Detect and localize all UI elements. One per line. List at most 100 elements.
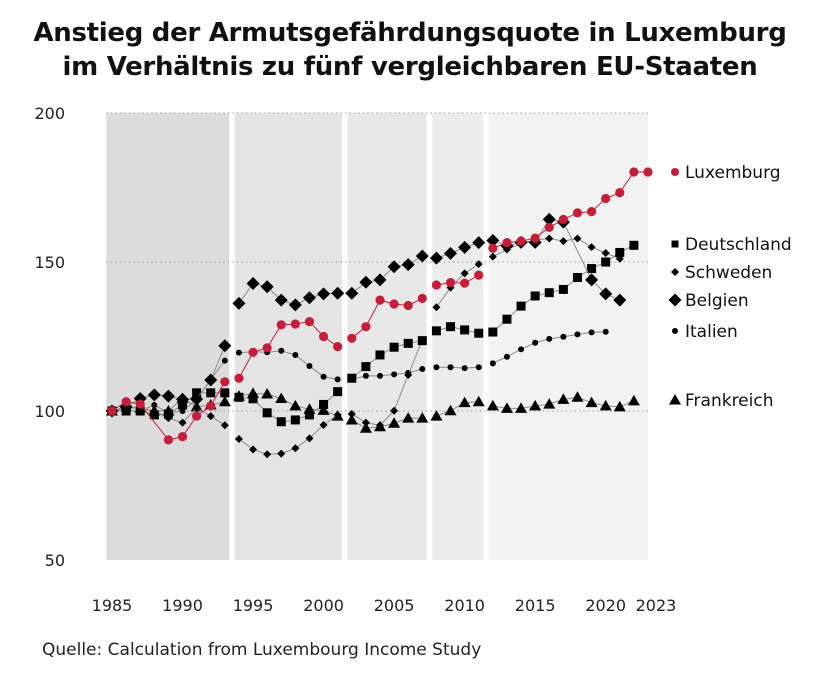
series-line	[436, 366, 479, 369]
data-point	[333, 410, 342, 419]
data-point	[458, 240, 472, 254]
data-point	[613, 293, 627, 307]
data-point	[472, 236, 486, 250]
data-point	[627, 394, 640, 406]
data-point	[571, 391, 584, 402]
chart-title-line-1: Anstieg der Armutsgefährdungsquote in Lu…	[33, 18, 787, 48]
legend-marker-frankreich	[669, 394, 681, 405]
x-tick-label: 2000	[303, 596, 344, 615]
data-point	[387, 260, 401, 274]
data-point	[404, 370, 413, 379]
data-point	[458, 396, 471, 408]
x-tick-label: 1985	[92, 596, 133, 615]
data-point	[546, 335, 553, 342]
x-tick-label: 2023	[636, 596, 677, 615]
data-point	[373, 273, 387, 287]
data-point	[599, 399, 612, 411]
data-point	[516, 301, 526, 311]
data-point	[486, 399, 499, 411]
period-band	[488, 113, 648, 560]
data-point	[107, 406, 117, 416]
data-point	[218, 395, 231, 407]
data-point	[486, 234, 500, 248]
data-point	[429, 251, 443, 265]
data-point	[419, 365, 426, 372]
data-point	[488, 243, 498, 253]
data-point	[319, 399, 329, 409]
data-point	[288, 298, 302, 312]
data-point	[234, 435, 243, 444]
data-point	[503, 353, 510, 360]
data-point	[221, 357, 228, 364]
data-point	[615, 254, 624, 263]
data-point	[573, 234, 582, 243]
data-point	[163, 409, 173, 419]
data-point	[291, 444, 300, 453]
data-point	[475, 364, 482, 371]
y-tick-label: 200	[34, 104, 65, 123]
data-point	[430, 410, 443, 421]
data-point	[345, 286, 359, 300]
x-tick-label: 2010	[444, 596, 485, 615]
data-point	[248, 347, 258, 357]
series-line	[436, 274, 479, 286]
data-point	[362, 372, 369, 379]
data-point	[460, 278, 470, 288]
data-point	[489, 360, 496, 367]
data-point	[234, 373, 244, 383]
legend-label-schweden: Schweden	[685, 263, 772, 283]
data-point	[248, 394, 258, 404]
data-point	[460, 325, 470, 335]
data-point	[401, 258, 415, 272]
data-point	[474, 270, 484, 280]
x-tick-label: 2020	[585, 596, 626, 615]
data-point	[446, 322, 456, 332]
series-line	[436, 242, 479, 259]
data-point	[274, 293, 288, 307]
data-point	[557, 393, 570, 404]
data-point	[643, 167, 653, 177]
data-point	[361, 322, 371, 332]
data-point	[530, 233, 540, 243]
x-tick-label: 1995	[233, 596, 274, 615]
data-point	[276, 417, 286, 427]
data-point	[587, 243, 596, 252]
data-point	[417, 336, 427, 346]
data-point	[601, 257, 611, 267]
data-point	[375, 421, 384, 430]
data-point	[615, 187, 625, 198]
data-point	[376, 372, 383, 379]
data-point	[559, 237, 568, 246]
data-point	[433, 364, 440, 371]
data-point	[206, 388, 216, 398]
data-point	[530, 291, 540, 301]
data-point	[235, 349, 242, 356]
data-point	[558, 284, 568, 294]
data-point	[545, 234, 554, 243]
chart-title-line-2: im Verhältnis zu fünf vergleichbaren EU-…	[62, 52, 758, 82]
data-point	[177, 432, 188, 442]
data-point	[474, 328, 484, 338]
data-point	[306, 363, 313, 370]
data-point	[218, 339, 232, 353]
data-point	[389, 342, 399, 352]
data-point	[262, 408, 272, 418]
data-point	[542, 212, 556, 226]
data-point	[176, 392, 190, 406]
data-point	[532, 339, 539, 346]
data-point	[135, 406, 145, 416]
data-point	[402, 412, 415, 423]
data-point	[206, 401, 216, 411]
data-point	[516, 236, 526, 246]
series-line	[436, 326, 479, 334]
legend-label-luxemburg: Luxemburg	[685, 163, 781, 183]
data-point	[572, 272, 582, 282]
data-point	[445, 277, 456, 288]
legend-marker-belgien	[668, 293, 682, 307]
data-point	[444, 404, 457, 416]
data-point	[560, 333, 567, 340]
data-point	[234, 392, 244, 402]
data-point	[317, 287, 331, 301]
source-note: Quelle: Calculation from Luxembourg Inco…	[42, 640, 482, 660]
